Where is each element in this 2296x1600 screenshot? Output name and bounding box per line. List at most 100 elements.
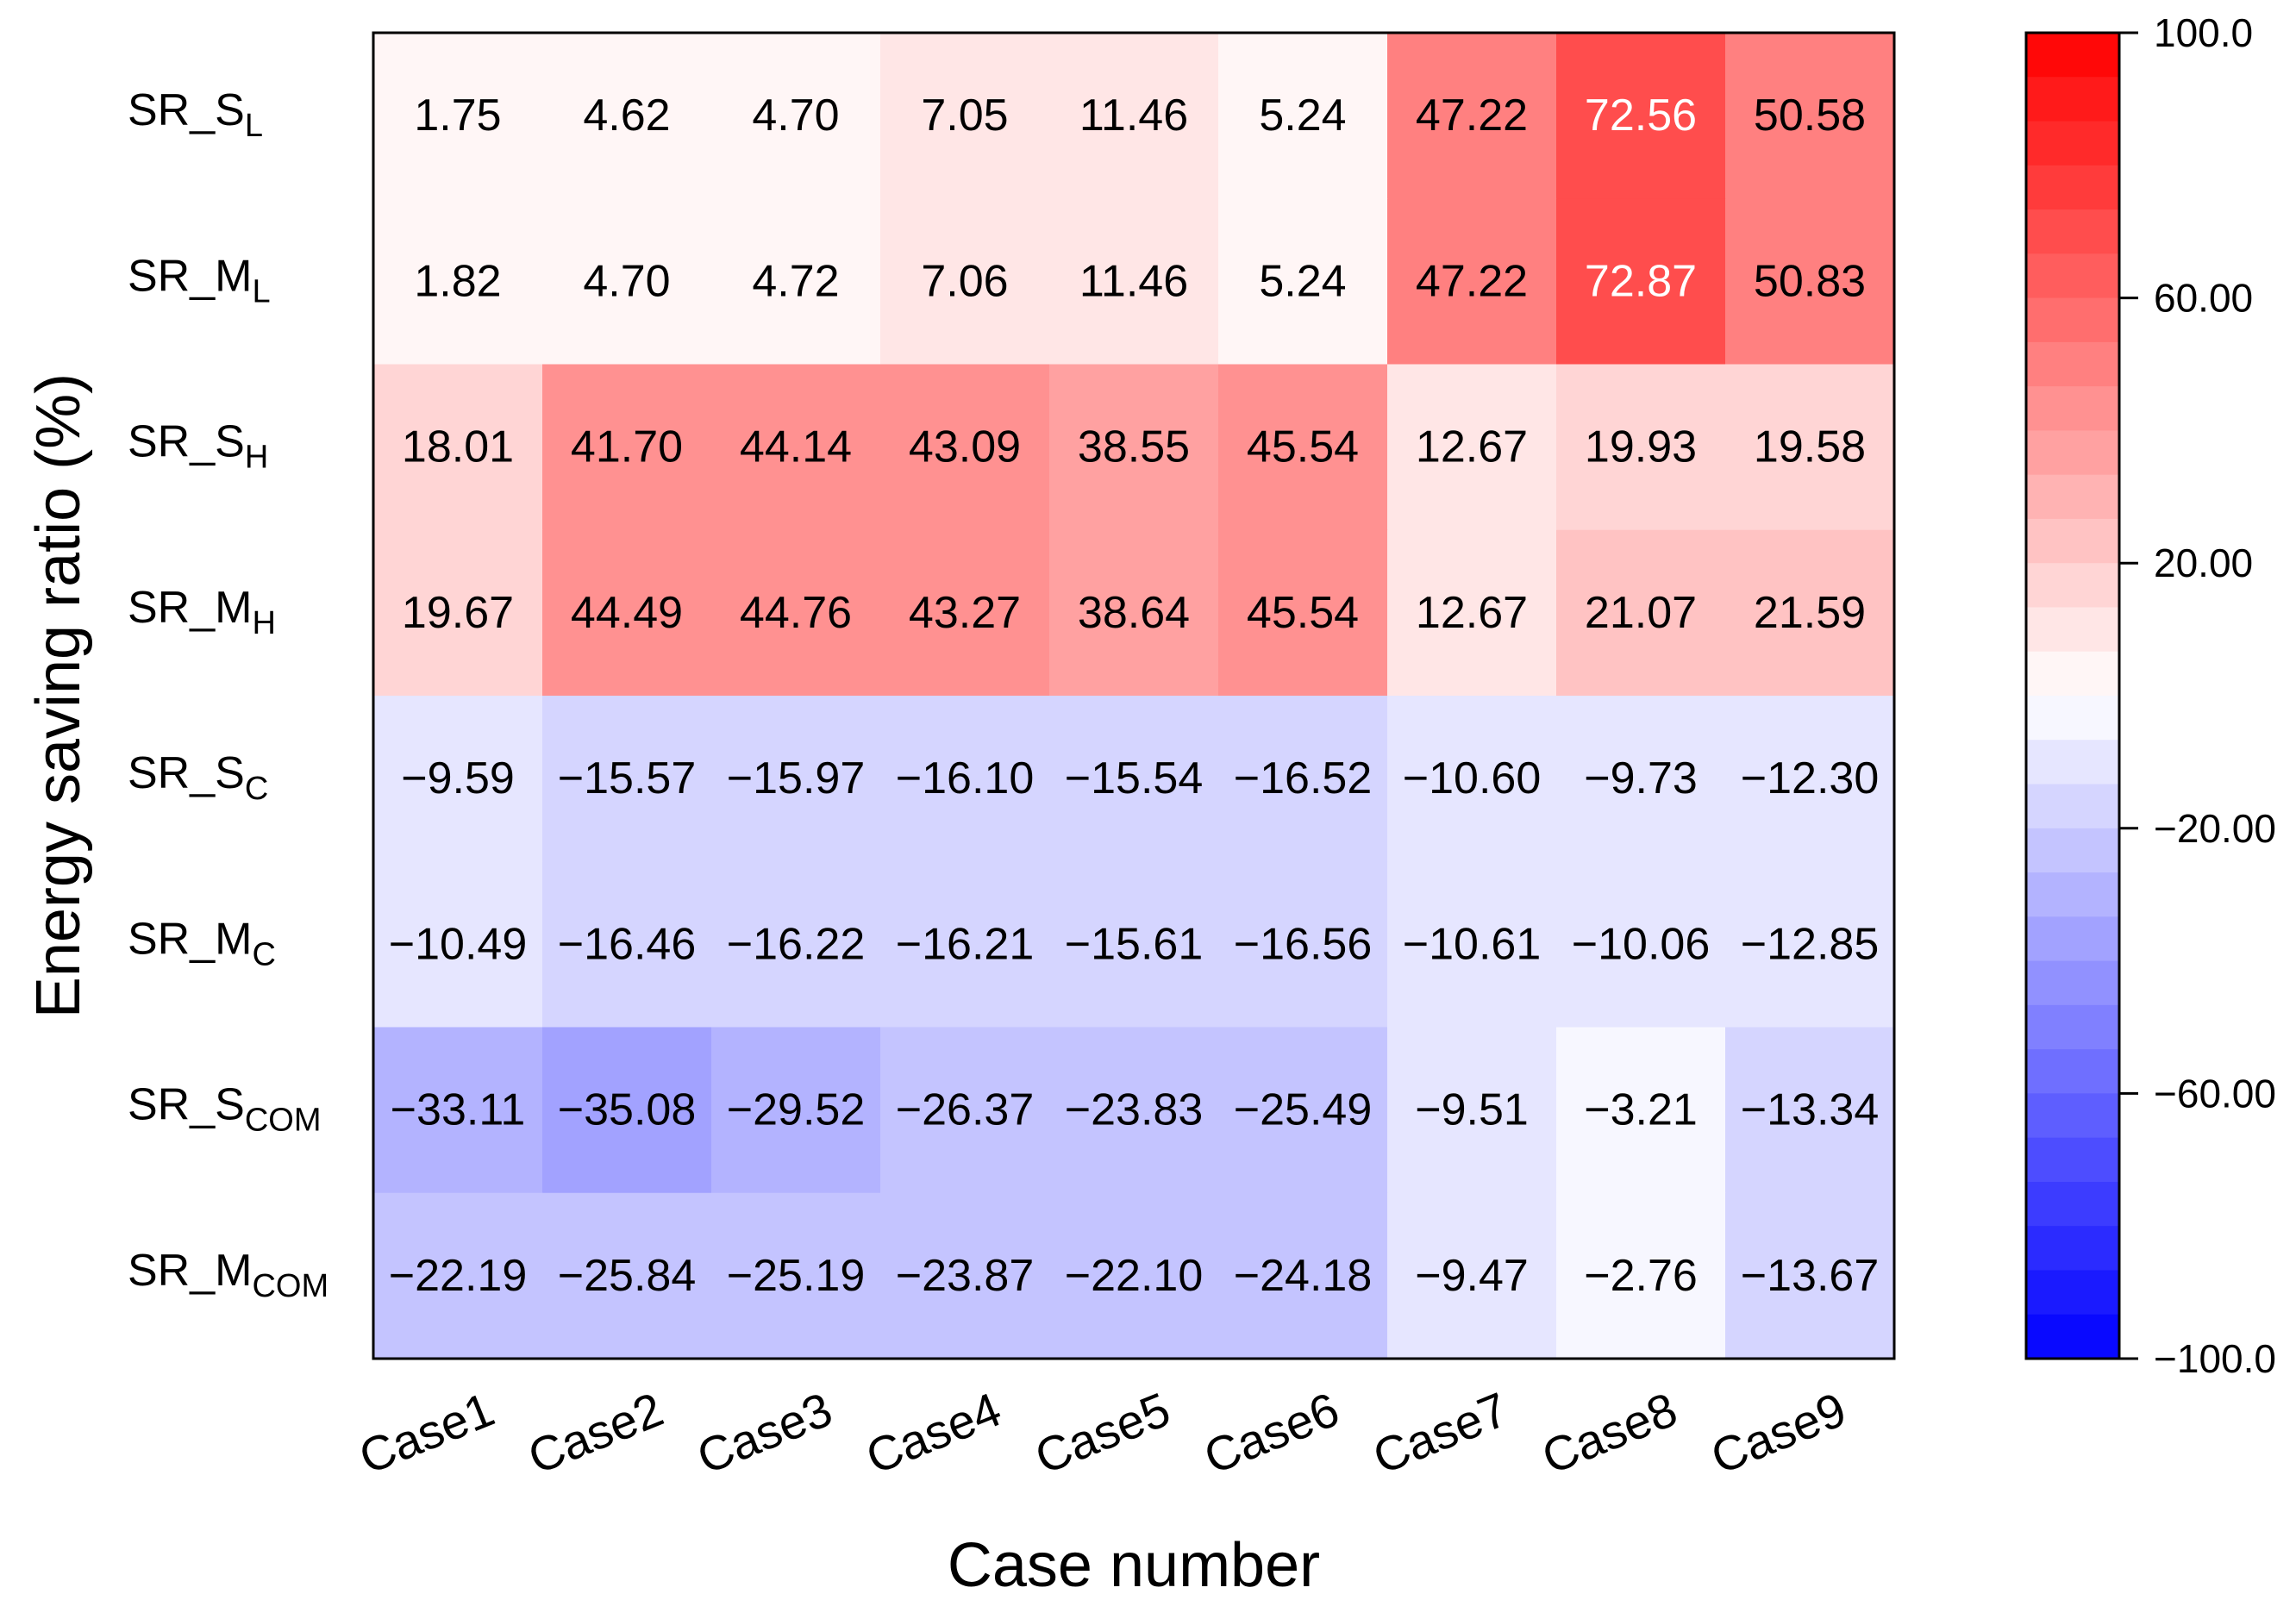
cell-value-label: 5.24 [1259,91,1346,141]
cell-value-label: −10.61 [1403,919,1542,969]
heatmap-cell [1049,696,1219,862]
cell-value-label: 44.49 [571,588,683,638]
cell-value-label: 72.56 [1585,91,1697,141]
cell-value-label: −16.21 [896,919,1035,969]
row-label: SR_MC [128,914,276,972]
cell-value-label: −13.34 [1741,1085,1880,1135]
cell-value-label: −35.08 [558,1085,697,1135]
heatmap-cell [711,1027,881,1194]
cell-value-label: −26.37 [896,1085,1035,1135]
colorbar-tick-label: −100.0 [2154,1336,2276,1381]
colorbar-level [2026,1004,2119,1050]
cell-value-label: −2.76 [1584,1251,1698,1301]
cell-value-label: −29.52 [727,1085,866,1135]
heatmap-cell [880,198,1050,366]
cell-value-label: −25.84 [558,1251,697,1301]
heatmap-cell [880,1027,1050,1194]
colorbar-level [2026,1137,2119,1183]
cell-value-label: −10.49 [389,919,528,969]
cell-value-label: −9.47 [1415,1251,1529,1301]
cell-value-label: −9.51 [1415,1085,1529,1135]
heatmap-cell [1556,1027,1726,1194]
column-labels: Case1 Case2 Case3 Case4 Case5 Case6 Case7 Case8… [352,1382,1854,1484]
heatmap-cell [1218,33,1388,199]
colorbar-level [2026,121,2119,166]
heatmap-cell [1725,198,1895,366]
cell-value-label: 19.58 [1754,422,1866,472]
column-label: Case5 [1028,1382,1178,1484]
cell-value-label: 44.76 [740,588,852,638]
column-label: Case7 [1366,1382,1516,1484]
cell-value-label: 72.87 [1585,256,1697,306]
cell-value-label: 47.22 [1416,256,1528,306]
heatmap-cell [1049,1027,1219,1194]
column-label: Case4 [859,1382,1009,1484]
heatmap-cell [1725,861,1895,1028]
cell-value-label: 19.93 [1585,422,1697,472]
heatmap-cell [1218,1192,1388,1359]
cell-value-label: −16.22 [727,919,866,969]
heatmap-cell [1218,1027,1388,1194]
column-label: Case1 [352,1382,502,1484]
heatmap-cell [880,529,1050,697]
heatmap-cell [1725,529,1895,697]
heatmap-cell [373,364,543,531]
colorbar-tick-label: −20.00 [2154,806,2276,851]
cell-value-label: −15.54 [1065,753,1204,803]
cell-value-label: −22.19 [389,1251,528,1301]
heatmap-cell [1556,529,1726,697]
cell-value-label: 4.62 [583,91,670,141]
colorbar-tick-label: 20.00 [2154,541,2253,585]
cell-value-label: −16.10 [896,753,1035,803]
colorbar-level [2026,386,2119,431]
heatmap-cell [542,1192,712,1359]
cell-value-label: −23.83 [1065,1085,1204,1135]
heatmap-cell [1556,696,1726,862]
heatmap-cell [1387,1027,1557,1194]
cell-value-label: 1.75 [414,91,501,141]
cell-value-label: −25.19 [727,1251,866,1301]
colorbar-level [2026,165,2119,210]
cell-value-label: 12.67 [1416,422,1528,472]
heatmap-cell [880,33,1050,199]
colorbar-level [2026,518,2119,564]
cell-value-label: 4.70 [752,91,839,141]
colorbar-level [2026,740,2119,785]
cell-value-label: 41.70 [571,422,683,472]
row-label: SR_MCOM [128,1246,328,1304]
heatmap-cell [1387,861,1557,1028]
heatmap-cell [880,364,1050,531]
heatmap-cell [1725,696,1895,862]
cell-value-label: −16.52 [1234,753,1373,803]
colorbar-level [2026,1226,2119,1272]
heatmap-cell [542,529,712,697]
colorbar-level [2026,1093,2119,1139]
heatmap-cell [1387,33,1557,199]
heatmap-cell [1387,529,1557,697]
heatmap-cell [373,198,543,366]
cell-value-label: −9.59 [401,753,515,803]
colorbar-level [2026,696,2119,741]
cell-value-label: −12.30 [1741,753,1880,803]
heatmap-cell [711,861,881,1028]
colorbar-level [2026,784,2119,829]
cell-value-label: 45.54 [1247,588,1359,638]
heatmap-cell [1049,529,1219,697]
cell-value-label: 7.06 [921,256,1008,306]
cell-value-label: −33.11 [391,1085,526,1135]
cell-value-label: 4.70 [583,256,670,306]
heatmap-cell [1387,364,1557,531]
colorbar-tick-label: 60.00 [2154,276,2253,321]
colorbar-level [2026,828,2119,873]
cell-value-label: −22.10 [1065,1251,1204,1301]
colorbar-level [2026,341,2119,387]
colorbar-level [2026,33,2119,78]
heatmap-cell [1218,529,1388,697]
heatmap-cell [542,364,712,531]
heatmap-cell [542,1027,712,1194]
colorbar-level [2026,253,2119,299]
heatmap-cell [1049,33,1219,199]
colorbar-level [2026,916,2119,962]
colorbar-level [2026,430,2119,476]
